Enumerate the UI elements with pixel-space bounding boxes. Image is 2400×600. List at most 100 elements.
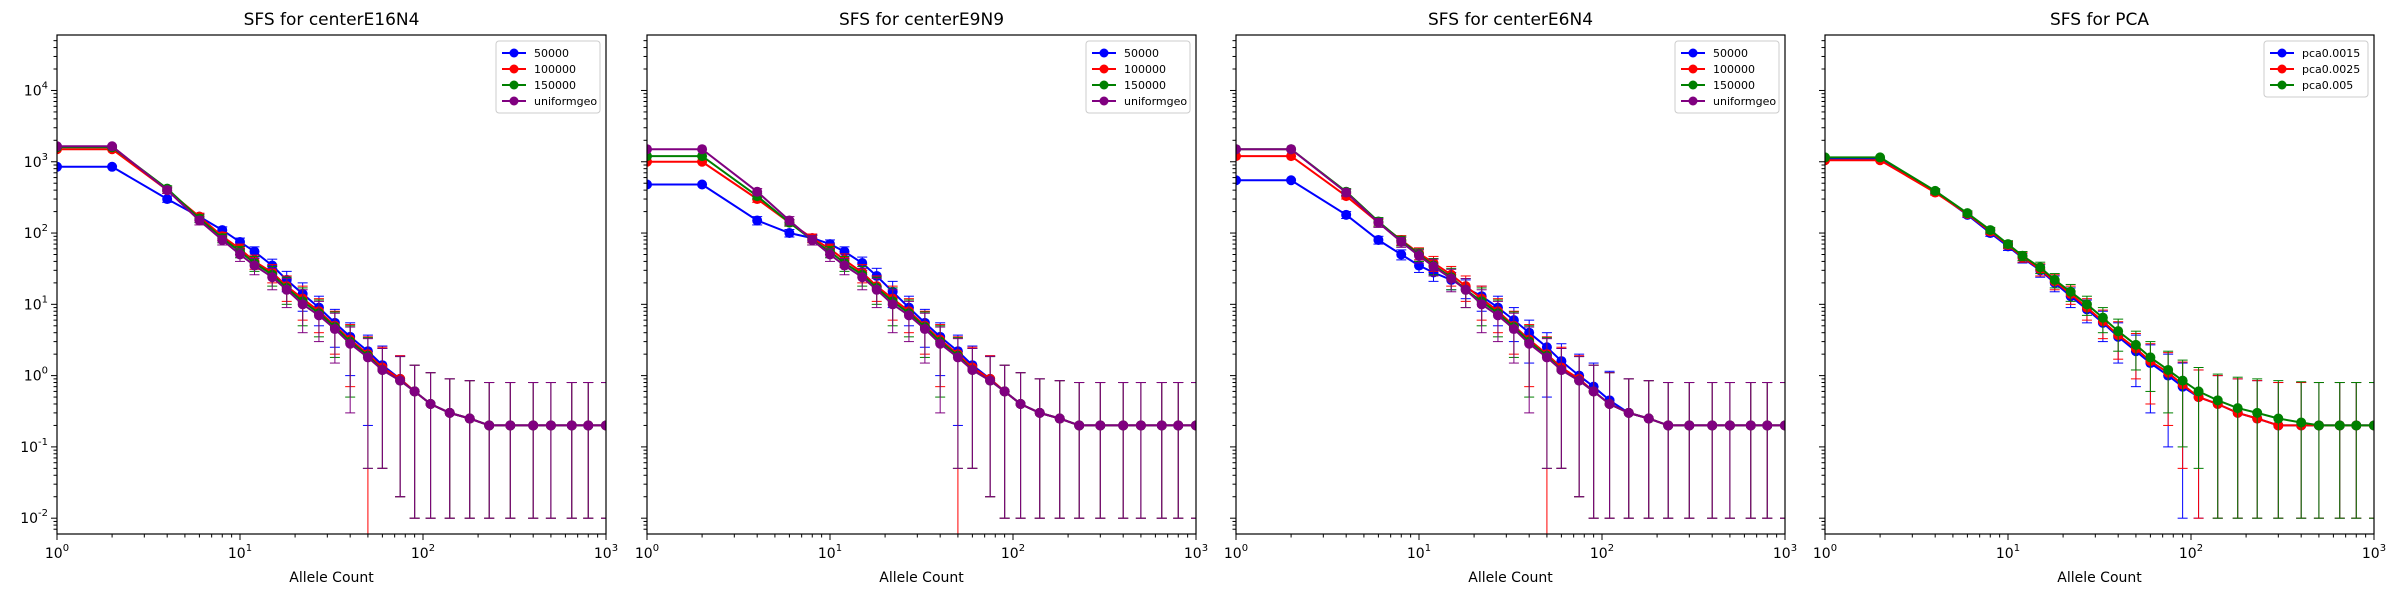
data-point [2369,420,2374,431]
x-tick-label: 102 [411,543,435,562]
data-point [1118,420,1129,431]
data-point [362,352,373,363]
data-point [2177,375,2188,386]
data-point [444,407,455,418]
legend-marker [1688,96,1698,106]
data-point [1623,407,1634,418]
data-point [57,141,62,152]
y-tick-label: 10-2 [20,508,48,527]
data-point [1156,420,1167,431]
data-point [1034,407,1045,418]
data-point [1541,352,1552,363]
legend-label: 50000 [1124,47,1159,60]
data-point [857,272,868,283]
data-point [2296,417,2307,428]
legend-marker [2277,80,2287,90]
legend-label: 150000 [1713,79,1755,92]
data-point [2163,364,2174,375]
data-point [425,398,436,409]
data-point [935,338,946,349]
legend-marker [1688,64,1698,74]
data-point [1446,273,1457,284]
legend: pca0.0015 pca0.0025 pca0.005 [2263,40,2369,98]
chart-title: SFS for PCA [2050,10,2149,30]
data-point [162,185,173,196]
series-uniformgeo [647,144,1196,519]
data-point [1286,175,1297,186]
data-point [249,246,260,257]
axes-frame [56,34,607,535]
legend-marker [2277,48,2287,58]
x-axis-label: Allele Count [879,570,964,586]
data-point [2145,352,2156,363]
data-point [1930,185,1941,196]
y-tick-label: 101 [24,294,48,313]
data-point [1341,209,1352,220]
data-point [2334,420,2345,431]
data-point [647,179,652,190]
data-point [825,249,835,260]
data-point [484,420,495,431]
data-point [919,324,930,335]
x-tick-label: 100 [635,543,659,562]
series-line [57,165,606,427]
data-point [2097,312,2108,323]
data-point [528,420,539,431]
legend-label: 150000 [534,79,576,92]
plot-area [57,141,606,534]
series-100000 [647,156,1196,534]
legend-box [2263,40,2369,98]
data-point [1588,386,1599,397]
data-point [697,144,708,155]
data-point [1962,208,1973,219]
data-point [807,234,818,245]
data-point [857,257,868,268]
x-axis-label: Allele Count [1468,570,1553,586]
axes-frame [1824,34,2375,535]
series-100000 [57,144,606,534]
legend-box [495,40,601,114]
series-50000 [57,161,606,519]
data-point [2232,403,2243,414]
data-point [985,375,996,386]
data-point [1492,310,1503,321]
data-point [1396,249,1407,260]
data-point [697,179,708,190]
legend-label: pca0.0025 [2302,63,2360,76]
data-point [1236,175,1241,186]
series-pca0.0025 [1825,155,2374,519]
data-point [784,215,795,226]
data-point [2130,339,2141,350]
legend-marker [1099,96,1109,106]
legend-label: 50000 [534,47,569,60]
series-150000 [647,151,1196,519]
data-point [409,386,420,397]
data-point [839,260,850,271]
series-line [647,155,1196,427]
chart-panel-3: SFS for centerE6N4 Allele Count 100 101 102 1… [1224,10,1797,586]
x-tick-label: 103 [1184,543,1208,562]
data-point [1574,375,1585,386]
data-point [235,249,245,260]
legend-label: uniformgeo [534,95,597,108]
data-point [1643,413,1654,424]
legend-label: 100000 [1124,63,1166,76]
data-point [1074,420,1085,431]
data-point [1414,250,1424,261]
data-point [2212,395,2223,406]
data-point [313,310,324,321]
data-point [1373,234,1384,245]
legend-box [1085,40,1191,114]
data-point [1341,187,1352,198]
chart-title: SFS for centerE9N9 [839,10,1004,30]
data-point [583,420,594,431]
data-point [903,310,914,321]
legend-box [1674,40,1780,114]
y-tick-label: 102 [24,223,48,242]
legend-marker [1099,64,1109,74]
data-point [1015,398,1026,409]
legend-label: pca0.0015 [2302,47,2360,60]
data-point [1135,420,1146,431]
legend-label: 100000 [534,63,576,76]
